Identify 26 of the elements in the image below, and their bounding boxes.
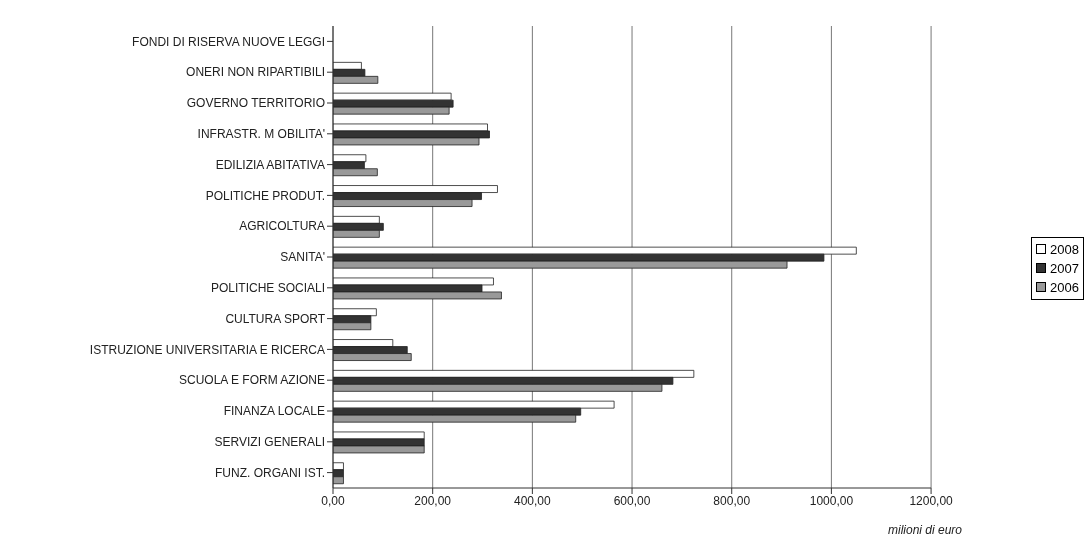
legend-label: 2006 [1050,278,1079,297]
y-tick-label: SANITA' [280,250,325,265]
x-tick-label: 1000,00 [809,493,854,508]
y-tick-label: FUNZ. ORGANI IST. [214,465,325,480]
y-tick-label: FONDI DI RISERVA NUOVE LEGGI [132,34,325,49]
x-tick-label: 400,00 [514,493,552,508]
x-tick-label: 600,00 [613,493,651,508]
y-tick-label: ONERI NON RIPARTIBILI [186,65,325,80]
y-tick-label: GOVERNO TERRITORIO [186,96,325,111]
x-tick-label: 1200,00 [909,493,954,508]
y-tick-label: POLITICHE SOCIALI [210,281,325,296]
y-tick-label: ISTRUZIONE UNIVERSITARIA E RICERCA [89,342,325,357]
y-tick-label: CULTURA SPORT [225,311,326,326]
y-tick-label: POLITICHE PRODUT. [205,188,325,203]
y-tick-label: INFRASTR. M OBILITA' [197,127,325,142]
x-axis-title: milioni di euro [888,523,963,537]
x-tick-label: 200,00 [414,493,452,508]
x-tick-label: 0,00 [321,493,345,508]
y-tick-label: SCUOLA E FORM AZIONE [178,373,325,388]
y-tick-label: AGRICOLTURA [239,219,325,234]
legend-label: 2007 [1050,259,1079,278]
x-tick-label: 800,00 [713,493,751,508]
y-tick-label: SERVIZI GENERALI [214,435,325,450]
text: 2008 [1050,240,1079,259]
y-tick-label: EDILIZIA ABITATIVA [215,157,325,172]
y-tick-label: FINANZA LOCALE [223,404,325,419]
